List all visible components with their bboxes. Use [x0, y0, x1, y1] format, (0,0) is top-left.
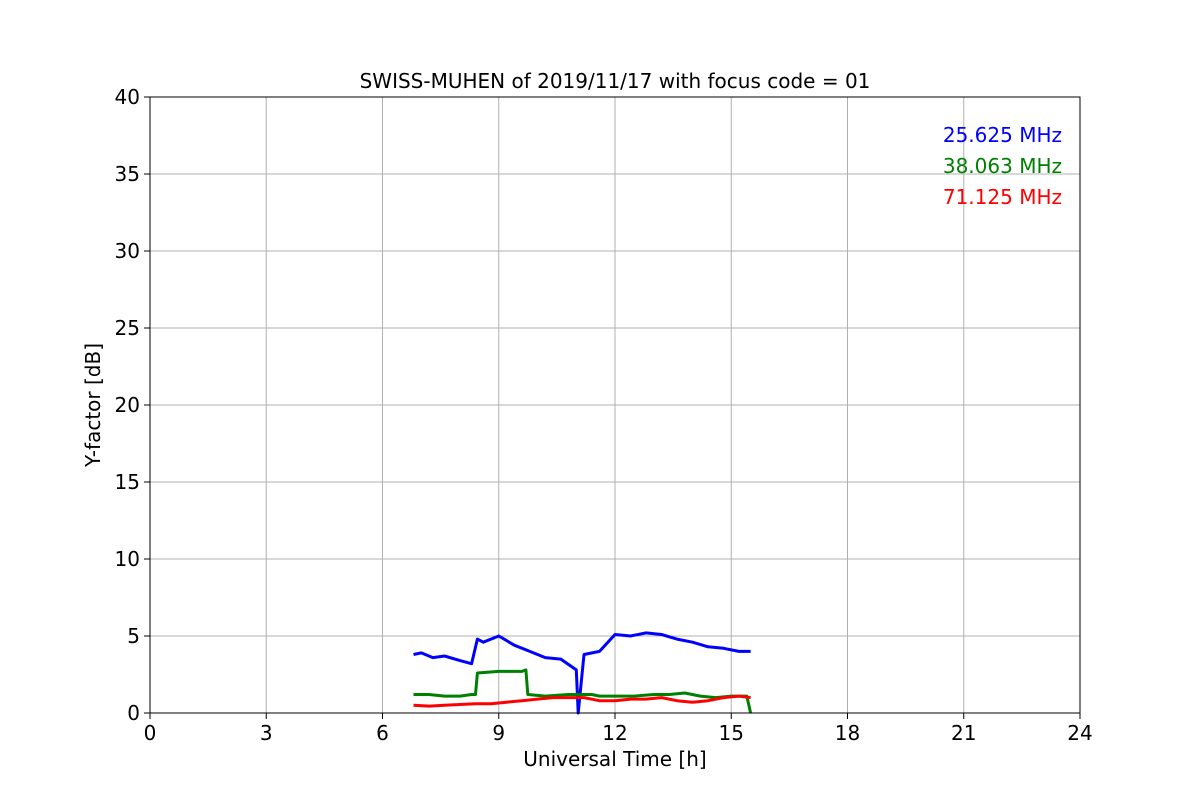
x-tick-label: 12 — [602, 721, 627, 745]
series-line-2 — [413, 668, 753, 714]
x-tick-label: 18 — [835, 721, 860, 745]
legend-entry-2: 38.063 MHz — [943, 154, 1062, 178]
y-tick-label: 25 — [115, 316, 140, 340]
x-axis-label: Universal Time [h] — [523, 747, 706, 771]
ticks: 0 3 6 9 12 15 18 21 24 0 5 10 15 20 25 30 35 40 — [115, 85, 1093, 745]
legend-entry-1: 25.625 MHz — [943, 123, 1062, 147]
grid — [149, 96, 1081, 714]
y-tick-label: 5 — [127, 624, 140, 648]
y-tick-label: 20 — [115, 393, 140, 417]
y-tick-label: 40 — [115, 85, 140, 109]
y-tick-label: 0 — [127, 701, 140, 725]
y-axis-label: Y-factor [dB] — [81, 343, 105, 468]
chart-title: SWISS-MUHEN of 2019/11/17 with focus cod… — [360, 69, 871, 93]
series-line-1 — [413, 631, 751, 715]
x-tick-label: 3 — [260, 721, 273, 745]
y-tick-label: 30 — [115, 239, 140, 263]
x-tick-label: 0 — [144, 721, 157, 745]
legend: 25.625 MHz 38.063 MHz 71.125 MHz — [943, 123, 1062, 209]
series-layer — [413, 631, 753, 715]
x-tick-label: 24 — [1067, 721, 1092, 745]
y-tick-label: 15 — [115, 470, 140, 494]
series-line-3 — [413, 694, 751, 708]
x-tick-label: 15 — [719, 721, 744, 745]
y-tick-label: 10 — [115, 547, 140, 571]
x-tick-label: 21 — [951, 721, 976, 745]
x-tick-label: 9 — [492, 721, 505, 745]
y-tick-label: 35 — [115, 162, 140, 186]
x-tick-label: 6 — [376, 721, 389, 745]
legend-entry-3: 71.125 MHz — [943, 185, 1062, 209]
